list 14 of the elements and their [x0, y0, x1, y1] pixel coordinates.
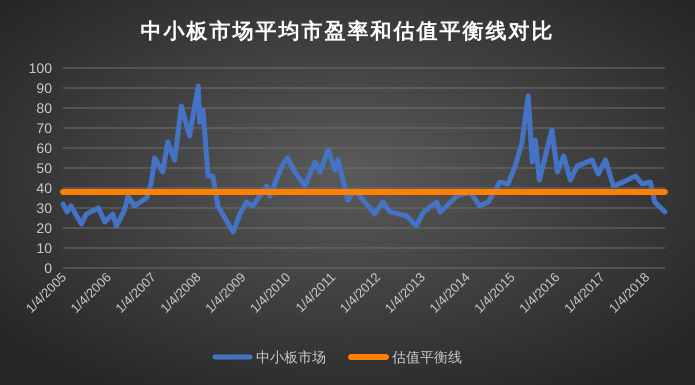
y-tick-label: 10: [36, 240, 52, 256]
y-tick-label: 70: [36, 120, 52, 136]
y-tick-label: 80: [36, 100, 52, 116]
y-tick-label: 40: [36, 180, 52, 196]
y-tick-label: 60: [36, 140, 52, 156]
y-tick-label: 100: [28, 60, 52, 76]
y-tick-label: 30: [36, 200, 52, 216]
chart-title: 中小板市场平均市盈率和估值平衡线对比: [140, 19, 554, 43]
legend-label: 估值平衡线: [391, 349, 462, 365]
y-tick-label: 90: [36, 80, 52, 96]
y-tick-label: 20: [36, 220, 52, 236]
y-tick-label: 50: [36, 160, 52, 176]
y-tick-label: 0: [44, 260, 52, 276]
legend-label: 中小板市场: [256, 349, 326, 365]
